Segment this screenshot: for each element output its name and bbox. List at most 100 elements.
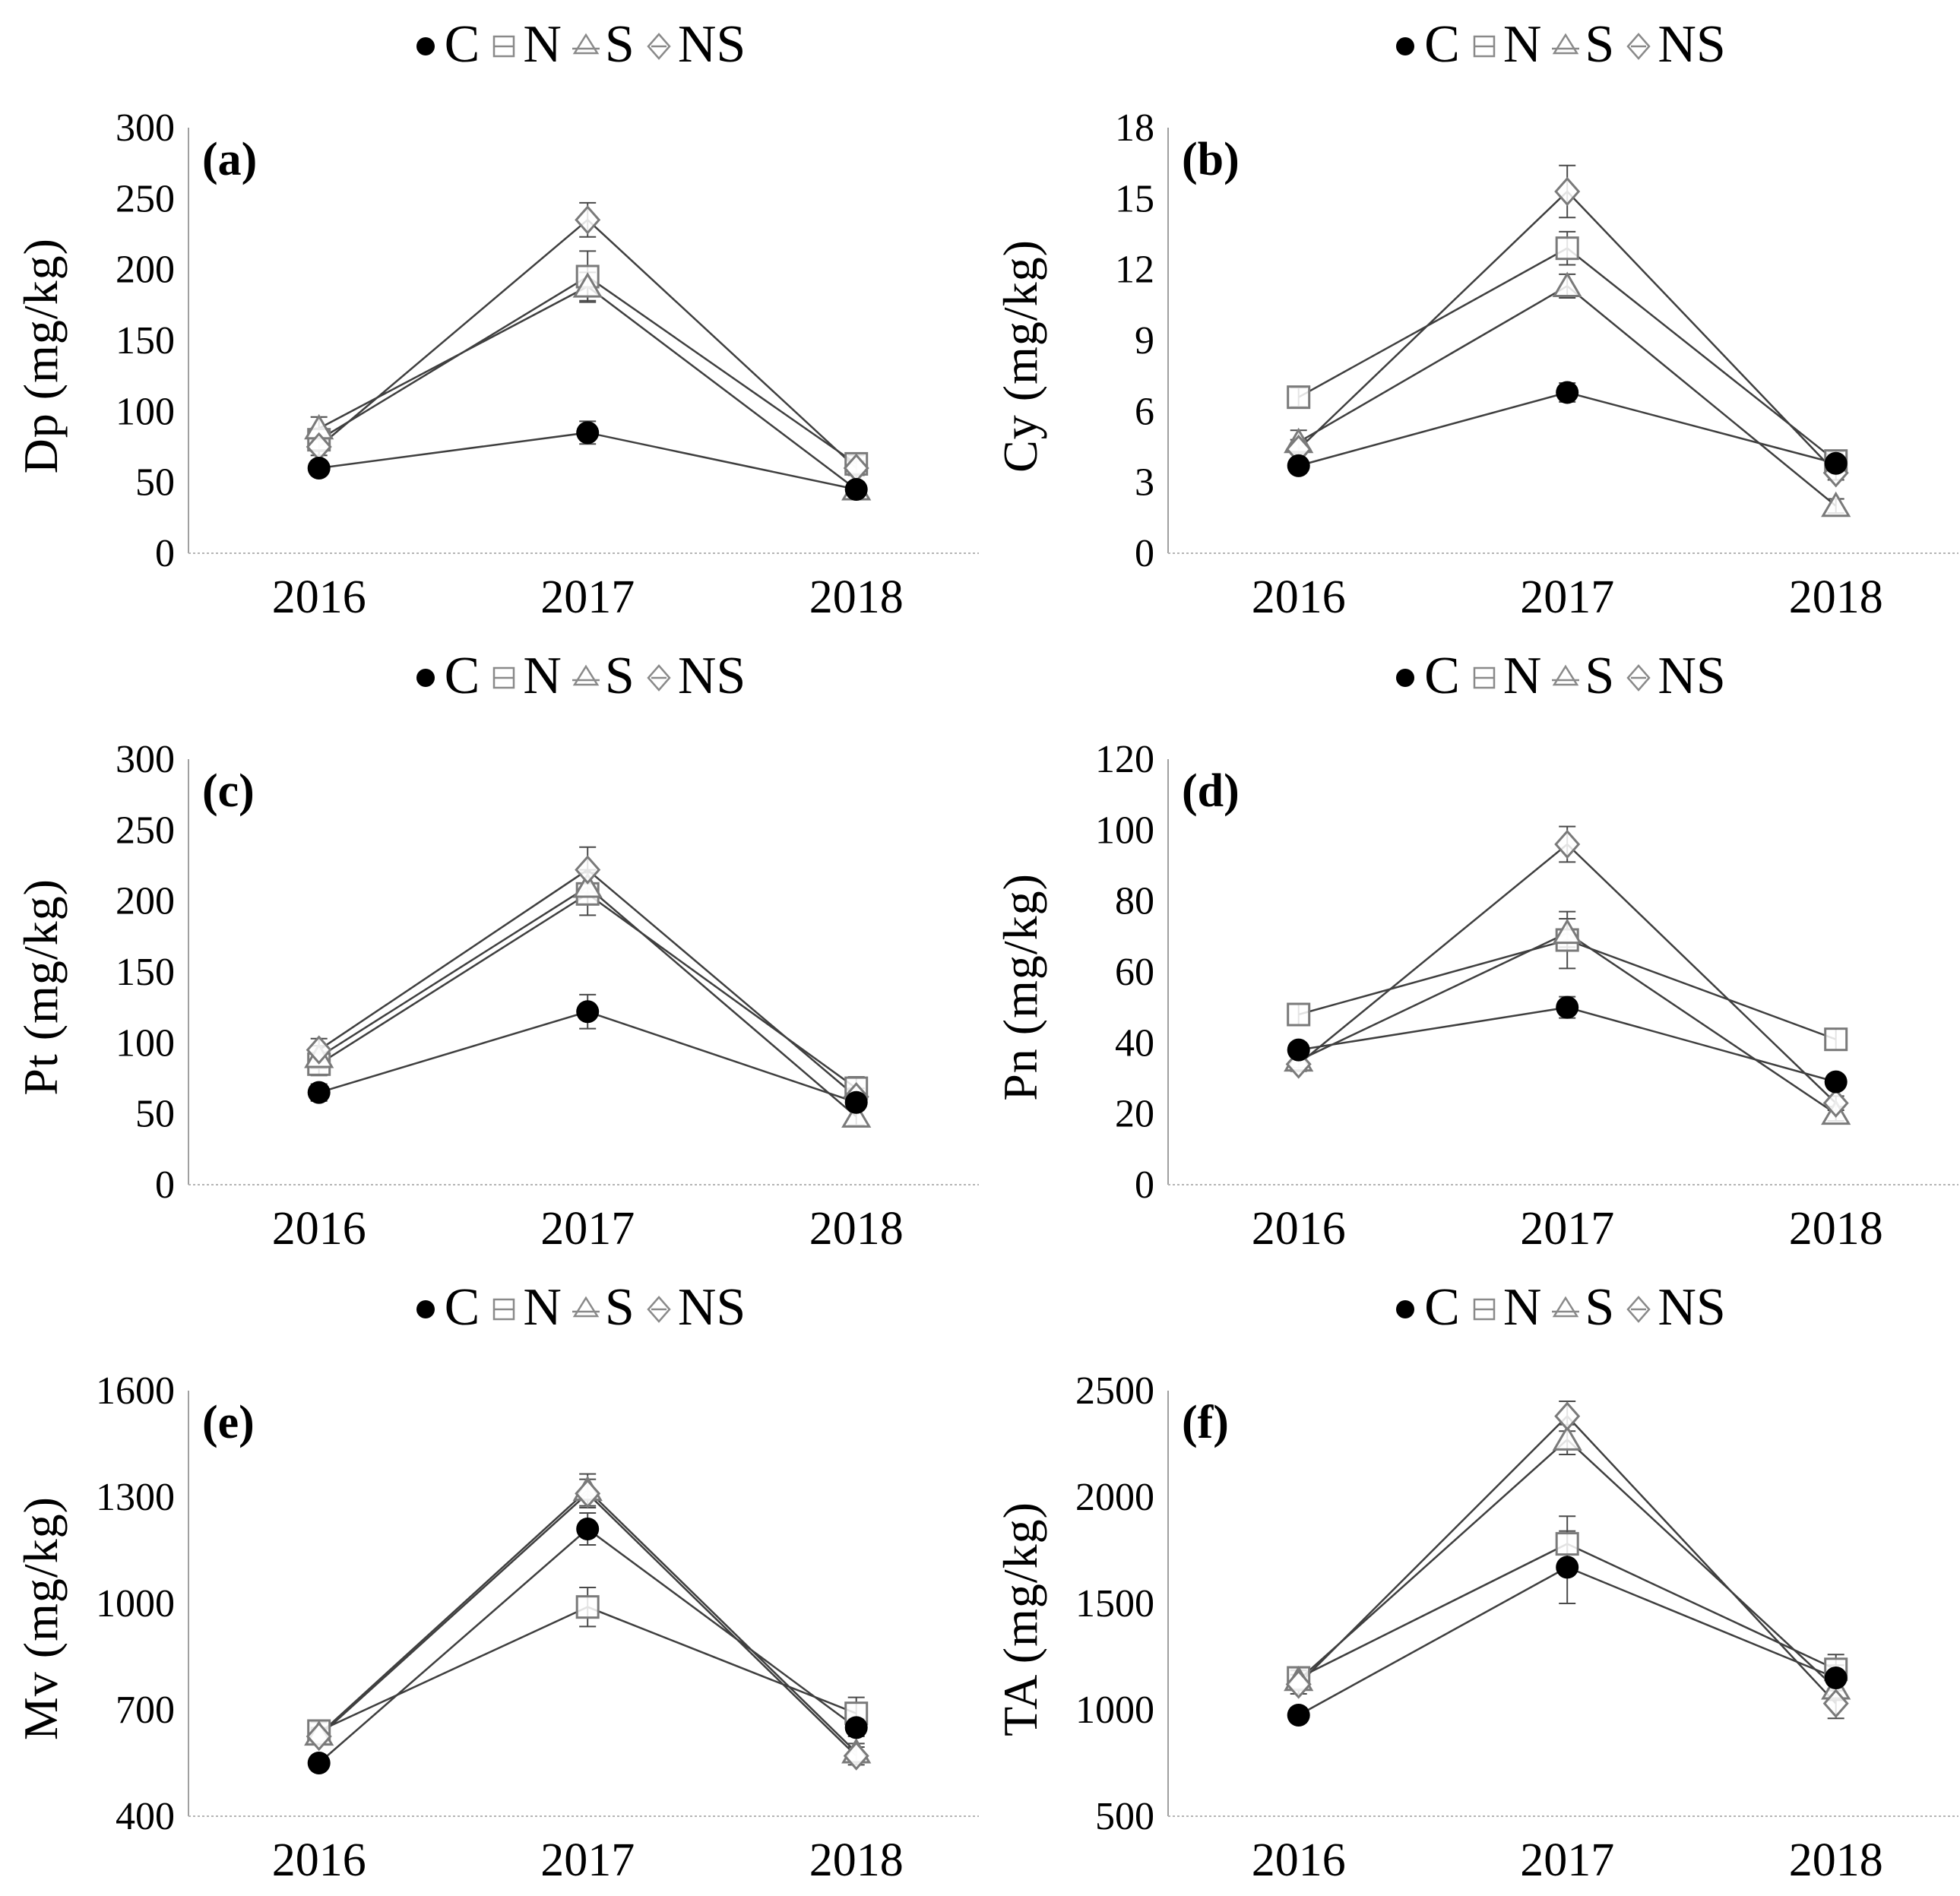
legend-item-N: N [1468, 1281, 1541, 1334]
y-axis-label: TA (mg/kg) [980, 1353, 1062, 1885]
legend-item-C: C [1388, 650, 1460, 703]
y-tick-label: 9 [1135, 319, 1154, 362]
series-line-S [318, 285, 857, 490]
x-tick-label: 2018 [1789, 571, 1883, 622]
filled-circle-icon [416, 669, 435, 687]
chart-panel-c: C N S NS Pt (mg/kg) 0 50 100 150 200 250 300 2016 201… [0, 631, 980, 1263]
open-diamond-icon [647, 33, 671, 60]
y-tick-label: 0 [155, 532, 175, 575]
plot-row: Mv (mg/kg) 400 700 1000 1300 1600 2016 2017 2018… [0, 1353, 980, 1885]
open-square-marker [575, 1595, 600, 1619]
open-triangle-marker [1552, 1425, 1582, 1451]
y-tick-label: 0 [1135, 532, 1154, 575]
x-tick-label: 2017 [540, 571, 635, 622]
x-tick-label: 2018 [809, 1834, 904, 1885]
y-axis-label: Cy (mg/kg) [980, 90, 1062, 622]
filled-circle-glyph [1396, 1300, 1415, 1318]
plot-svg-d: 0 20 40 60 80 100 120 2016 2017 2018 (d) [1095, 738, 1958, 1253]
legend-label: C [444, 647, 480, 705]
open-diamond-icon [1626, 1296, 1651, 1323]
open-square-marker [1287, 385, 1311, 410]
open-triangle-glyph [572, 664, 600, 686]
y-axis-label: Pt (mg/kg) [0, 721, 82, 1253]
y-tick-label: 6 [1135, 390, 1154, 433]
legend-label: S [604, 1278, 635, 1337]
filled-circle-marker [1824, 1667, 1848, 1689]
series-line-NS [1297, 843, 1837, 1104]
open-triangle-glyph [1553, 33, 1579, 55]
legend-label: C [1424, 15, 1460, 74]
filled-circle-marker [1824, 451, 1848, 475]
y-tick-label: 20 [1115, 1093, 1154, 1136]
y-tick-label: 300 [116, 106, 175, 150]
plot-svg-a: 0 50 100 150 200 250 300 2016 2017 2018 (a) [116, 106, 979, 622]
filled-circle-glyph [416, 1300, 435, 1318]
y-axis-label-text: Pn (mg/kg) [993, 873, 1047, 1101]
chart-panel-a: C N S NS Dp (mg/kg) 0 50 100 150 200 250 300 2016 201… [0, 0, 980, 631]
legend-item-N: N [1468, 15, 1542, 74]
legend-label: NS [1658, 15, 1726, 74]
y-axis-label-text: Pt (mg/kg) [14, 878, 68, 1096]
legend-item-S: S [1549, 1281, 1614, 1334]
legend-label: C [444, 15, 480, 74]
legend-label: C [1424, 1278, 1460, 1337]
open-diamond-glyph [1626, 33, 1651, 60]
legend-label: S [1585, 15, 1615, 74]
filled-circle-marker [1287, 1704, 1310, 1727]
y-tick-label: 2000 [1075, 1476, 1154, 1519]
panel-letter: (c) [202, 765, 255, 817]
open-square-icon [493, 35, 515, 58]
filled-circle-icon [1396, 669, 1415, 687]
y-tick-label: 250 [116, 809, 175, 852]
series-line-N [318, 892, 857, 1090]
filled-circle-marker [1824, 1070, 1848, 1094]
panel-letter: (b) [1182, 134, 1240, 185]
legend-item-S: S [569, 650, 635, 703]
y-tick-label: 60 [1115, 951, 1154, 994]
plot-row: Pn (mg/kg) 0 20 40 60 80 100 120 2016 2017 2018 (d) [980, 721, 1960, 1253]
legend-label: S [1585, 1278, 1615, 1337]
legend: C N S NS [0, 631, 980, 721]
legend-label: S [604, 15, 635, 74]
open-square-icon [1473, 35, 1496, 58]
legend-item-C: C [1388, 18, 1460, 71]
y-tick-label: 80 [1115, 880, 1154, 923]
y-tick-label: 1000 [1075, 1689, 1154, 1732]
legend-item-C: C [409, 650, 480, 703]
chart-panel-d: C N S NS Pn (mg/kg) 0 20 40 60 80 100 120 2016 2017 20… [980, 631, 1960, 1263]
open-square-marker [1555, 1532, 1579, 1556]
legend: C N S NS [0, 1263, 980, 1353]
legend-label: NS [677, 1278, 746, 1337]
x-tick-label: 2018 [809, 571, 904, 622]
y-tick-label: 100 [116, 390, 175, 433]
x-tick-label: 2017 [540, 1203, 635, 1253]
chart-panel-e: C N S NS Mv (mg/kg) 400 700 1000 1300 1600 2016 201… [0, 1263, 980, 1894]
y-tick-label: 40 [1115, 1021, 1154, 1065]
y-tick-label: 500 [1095, 1795, 1154, 1838]
legend-item-N: N [1468, 650, 1541, 703]
y-tick-label: 700 [116, 1689, 175, 1732]
panel-letter: (f) [1182, 1397, 1229, 1448]
open-diamond-icon [647, 1296, 671, 1323]
legend-item-N: N [487, 1281, 562, 1334]
legend-item-NS: NS [1622, 1281, 1726, 1334]
legend-item-S: S [1549, 650, 1614, 703]
open-diamond-marker [1285, 1670, 1312, 1699]
legend-item-N: N [487, 18, 562, 71]
plot-row: TA (mg/kg) 500 1000 1500 2000 2500 2016 2017 201… [980, 1353, 1960, 1885]
panel-letter: (d) [1182, 765, 1240, 817]
plot-row: Dp (mg/kg) 0 50 100 150 200 250 300 2016 2017 2018… [0, 90, 980, 622]
filled-circle-marker [844, 1090, 868, 1114]
y-axis-label-text: TA (mg/kg) [993, 1501, 1047, 1736]
filled-circle-marker [576, 421, 600, 445]
x-tick-label: 2016 [272, 571, 366, 622]
panel-letter: (a) [202, 134, 257, 185]
legend-label: N [1502, 15, 1542, 74]
filled-circle-glyph [416, 669, 435, 687]
open-diamond-marker [306, 1035, 332, 1065]
plot-svg-c: 0 50 100 150 200 250 300 2016 2017 2018 (c) [116, 738, 979, 1253]
y-tick-label: 150 [116, 319, 175, 362]
legend-label: N [523, 647, 562, 705]
open-square-marker [1824, 1027, 1848, 1052]
y-tick-label: 0 [1135, 1163, 1154, 1207]
